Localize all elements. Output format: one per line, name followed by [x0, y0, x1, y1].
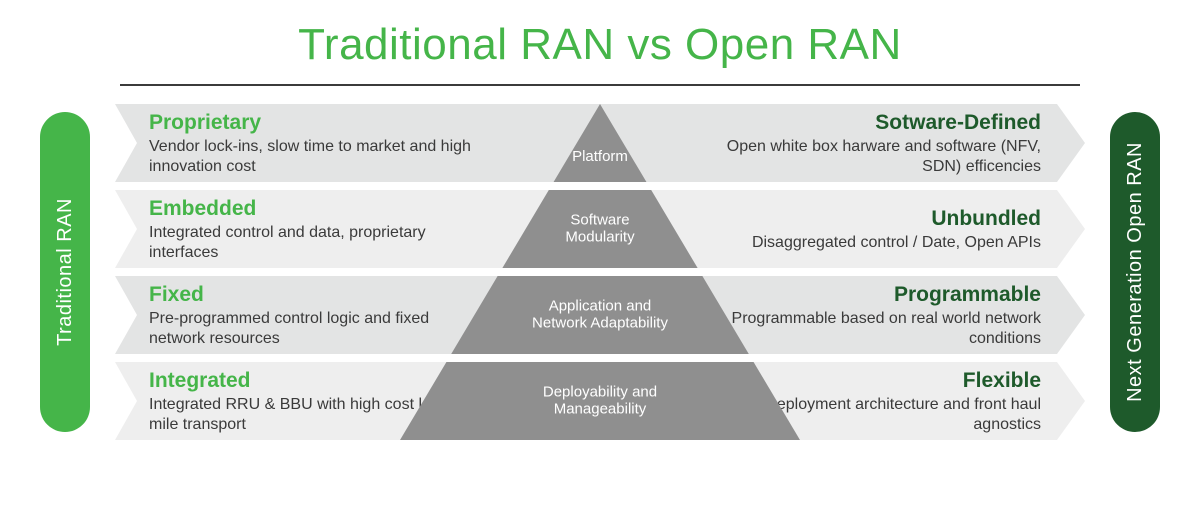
left-cell: Embedded Integrated control and data, pr… [115, 190, 595, 268]
left-heading: Embedded [149, 197, 475, 220]
right-cell: Unbundled Disaggregated control / Date, … [595, 190, 1085, 268]
left-desc: Pre-programmed control logic and fixed n… [149, 309, 475, 349]
right-cell: Flexible Deployment architecture and fro… [595, 362, 1085, 440]
right-desc: Disaggregated control / Date, Open APIs [715, 233, 1041, 253]
title-rule [120, 84, 1080, 86]
left-desc: Integrated RRU & BBU with high cost last… [149, 395, 475, 435]
left-cell: Proprietary Vendor lock-ins, slow time t… [115, 104, 595, 182]
right-heading: Programmable [715, 283, 1041, 306]
comparison-row: Proprietary Vendor lock-ins, slow time t… [115, 104, 1085, 182]
pill-open-ran: Next Generation Open RAN [1110, 112, 1160, 432]
comparison-row: Integrated Integrated RRU & BBU with hig… [115, 362, 1085, 440]
right-desc: Deployment architecture and front haul a… [715, 395, 1041, 435]
comparison-stage: Traditional RAN Next Generation Open RAN… [20, 104, 1180, 464]
comparison-row: Embedded Integrated control and data, pr… [115, 190, 1085, 268]
pill-open-ran-label: Next Generation Open RAN [1124, 142, 1147, 402]
pill-traditional-ran: Traditional RAN [40, 112, 90, 432]
comparison-row: Fixed Pre-programmed control logic and f… [115, 276, 1085, 354]
left-cell: Fixed Pre-programmed control logic and f… [115, 276, 595, 354]
left-cell: Integrated Integrated RRU & BBU with hig… [115, 362, 595, 440]
comparison-rows: Proprietary Vendor lock-ins, slow time t… [115, 104, 1085, 448]
left-desc: Integrated control and data, proprietary… [149, 223, 475, 263]
right-heading: Sotware-Defined [715, 111, 1041, 134]
left-heading: Integrated [149, 369, 475, 392]
page-title: Traditional RAN vs Open RAN [0, 0, 1200, 84]
pill-traditional-ran-label: Traditional RAN [54, 198, 77, 346]
right-desc: Programmable based on real world network… [715, 309, 1041, 349]
right-cell: Programmable Programmable based on real … [595, 276, 1085, 354]
left-heading: Fixed [149, 283, 475, 306]
right-heading: Flexible [715, 369, 1041, 392]
right-heading: Unbundled [715, 207, 1041, 230]
left-heading: Proprietary [149, 111, 475, 134]
right-desc: Open white box harware and software (NFV… [715, 137, 1041, 177]
left-desc: Vendor lock-ins, slow time to market and… [149, 137, 475, 177]
right-cell: Sotware-Defined Open white box harware a… [595, 104, 1085, 182]
